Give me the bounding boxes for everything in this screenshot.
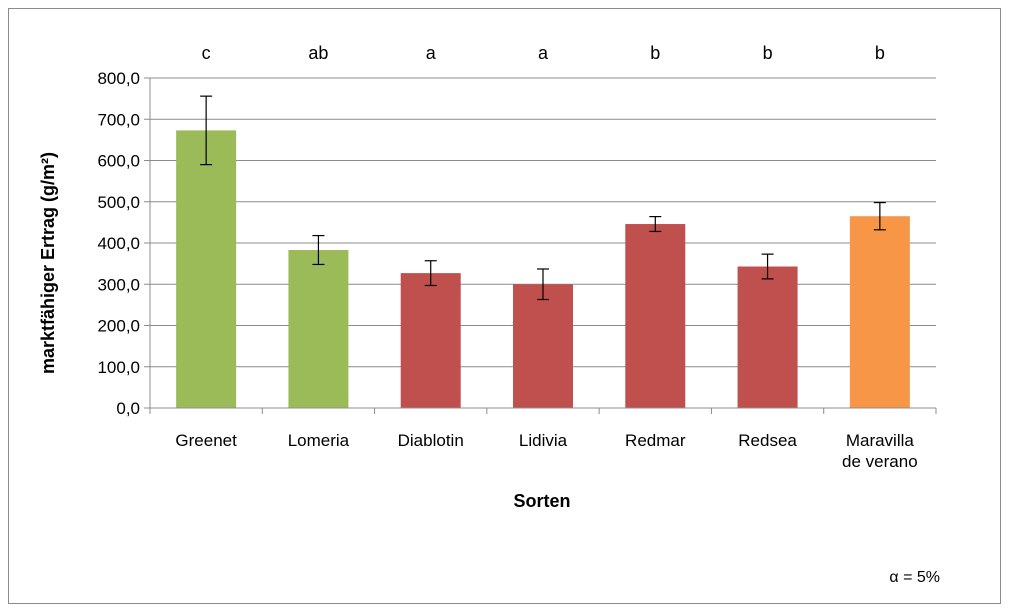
significance-letter: b: [875, 43, 885, 63]
significance-letter: b: [763, 43, 773, 63]
x-tick-label: Greenet: [175, 431, 237, 450]
significance-level-note: α = 5%: [889, 569, 940, 586]
bar: [737, 266, 798, 408]
y-tick-label: 600,0: [97, 152, 140, 171]
chart-frame: [8, 8, 1001, 604]
bar: [625, 224, 686, 408]
bar: [176, 130, 237, 408]
y-tick-label: 200,0: [97, 317, 140, 336]
bar: [513, 284, 573, 408]
significance-letter: c: [202, 43, 211, 63]
error-bar: [649, 216, 662, 233]
x-tick-label: Redmar: [625, 431, 686, 450]
bar: [400, 273, 461, 408]
significance-letter: a: [426, 43, 437, 63]
significance-letter: ab: [308, 43, 328, 63]
y-tick-label: 300,0: [97, 275, 140, 294]
bar: [849, 216, 910, 408]
error-bar: [312, 234, 325, 266]
x-tick-label: Lomeria: [288, 431, 350, 450]
error-bar: [761, 253, 774, 280]
x-axis-title: Sorten: [513, 491, 570, 511]
error-bar: [537, 268, 549, 301]
bars: [176, 130, 910, 408]
y-tick-label: 0,0: [116, 399, 140, 418]
error-bars: [200, 95, 886, 301]
y-tick-label: 800,0: [97, 69, 140, 88]
x-tick-label: Lidivia: [519, 431, 568, 450]
bar: [288, 250, 349, 408]
error-bar: [424, 260, 437, 287]
y-tick-label: 500,0: [97, 193, 140, 212]
error-bar: [873, 201, 886, 231]
x-tick-label: Redsea: [738, 431, 797, 450]
error-bar: [200, 95, 213, 166]
y-tick-label: 100,0: [97, 358, 140, 377]
labels: 0,0 100,0 200,0 300,0 400,0 500,0 600,0 700,0 80…: [97, 43, 917, 471]
y-axis-title: marktfähiger Ertrag (g/m²): [38, 152, 58, 374]
axes: [144, 77, 937, 414]
significance-letter: a: [538, 43, 549, 63]
x-tick-label: Maravilla de verano: [842, 431, 918, 471]
x-tick-label: Diablotin: [398, 431, 464, 450]
y-tick-label: 400,0: [97, 234, 140, 253]
gridlines: [150, 77, 936, 368]
y-tick-label: 700,0: [97, 110, 140, 129]
significance-letter: b: [650, 43, 660, 63]
